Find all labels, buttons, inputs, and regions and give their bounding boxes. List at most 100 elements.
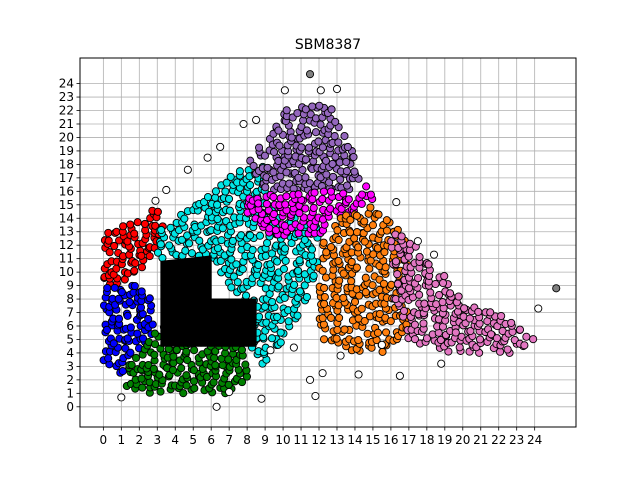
point-purple (282, 168, 291, 177)
point-purple (297, 143, 306, 152)
point-outlier-white (252, 115, 261, 124)
x-tick-label: 10 (275, 433, 290, 447)
point-red (126, 220, 135, 229)
point-outlier-white (212, 402, 221, 411)
point-cyan (263, 238, 272, 248)
y-tick-label: 16 (59, 184, 74, 198)
point-outlier-white (336, 351, 345, 360)
y-tick-label: 2 (66, 373, 74, 387)
point-orange (333, 325, 342, 334)
point-purple (305, 179, 314, 188)
point-green (182, 381, 191, 390)
point-cyan (300, 281, 309, 290)
point-magenta (294, 190, 303, 199)
y-tick-label: 19 (59, 144, 74, 158)
point-cyan (218, 224, 227, 233)
point-pink (404, 252, 413, 261)
point-green (241, 360, 250, 369)
point-purple (343, 181, 352, 190)
y-tick-label: 4 (66, 346, 74, 360)
point-orange (335, 313, 344, 322)
point-cyan (195, 236, 204, 245)
x-tick-label: 1 (118, 433, 126, 447)
point-cyan (233, 278, 242, 287)
point-cyan (287, 239, 296, 248)
x-tick-label: 24 (527, 433, 542, 447)
point-magenta (271, 226, 280, 235)
point-purple (304, 143, 314, 152)
point-blue (137, 287, 146, 296)
point-cyan (254, 260, 263, 270)
point-cyan (273, 257, 282, 266)
point-purple (249, 161, 258, 170)
point-outlier-white (257, 394, 266, 403)
point-cyan (279, 264, 288, 273)
point-green (237, 345, 247, 354)
point-green (211, 361, 220, 370)
point-cyan (295, 287, 305, 296)
point-orange (318, 314, 327, 323)
point-cyan (216, 256, 225, 265)
points (99, 70, 561, 411)
y-tick-label: 0 (66, 400, 74, 414)
point-orange (340, 325, 349, 334)
point-orange (352, 263, 361, 272)
point-orange (320, 293, 329, 302)
point-orange (326, 243, 336, 252)
point-pink (438, 279, 448, 288)
y-tick-label: 1 (66, 386, 74, 400)
chart-title: SBM8387 (295, 37, 361, 53)
x-tick-label: 16 (383, 433, 398, 447)
point-orange (382, 226, 392, 235)
point-blue (139, 334, 148, 343)
point-pink (451, 328, 460, 337)
x-tick-label: 9 (261, 433, 269, 447)
x-tick-label: 15 (365, 433, 380, 447)
point-pink (466, 327, 475, 336)
point-outlier-white (534, 304, 543, 313)
point-cyan (157, 225, 166, 235)
point-purple (342, 157, 351, 166)
x-tick-label: 12 (311, 433, 326, 447)
point-outlier-white (332, 84, 342, 94)
point-orange (375, 285, 384, 294)
point-purple (311, 128, 320, 137)
point-pink (410, 320, 419, 329)
point-orange (387, 280, 396, 289)
point-orange (361, 273, 370, 282)
point-cyan (276, 338, 285, 347)
point-green (169, 352, 178, 361)
point-magenta (301, 204, 310, 213)
point-cyan (281, 244, 290, 253)
point-cyan (246, 180, 255, 190)
point-cyan (166, 223, 175, 232)
point-cyan (229, 272, 238, 281)
point-pink (415, 252, 424, 261)
point-cyan (281, 256, 290, 265)
y-tick-label: 7 (66, 306, 74, 320)
point-orange (374, 210, 383, 219)
point-green (210, 353, 219, 362)
point-pink (435, 290, 444, 300)
point-cyan (226, 172, 235, 181)
point-orange (366, 203, 375, 212)
point-purple (274, 126, 283, 135)
point-blue (121, 344, 130, 353)
point-orange (339, 269, 348, 278)
point-pink (436, 335, 445, 345)
point-cyan (280, 293, 289, 302)
point-outlier-white (183, 165, 192, 174)
point-cyan (302, 292, 311, 302)
point-pink (393, 279, 402, 288)
point-blue (126, 323, 135, 332)
point-pink (503, 345, 512, 354)
x-tick-label: 13 (329, 433, 344, 447)
point-pink (391, 295, 400, 304)
point-green (182, 347, 191, 356)
point-purple (294, 173, 303, 182)
point-purple (325, 178, 334, 187)
point-purple (350, 167, 359, 176)
point-magenta (362, 182, 371, 191)
x-tick-label: 7 (225, 433, 233, 447)
